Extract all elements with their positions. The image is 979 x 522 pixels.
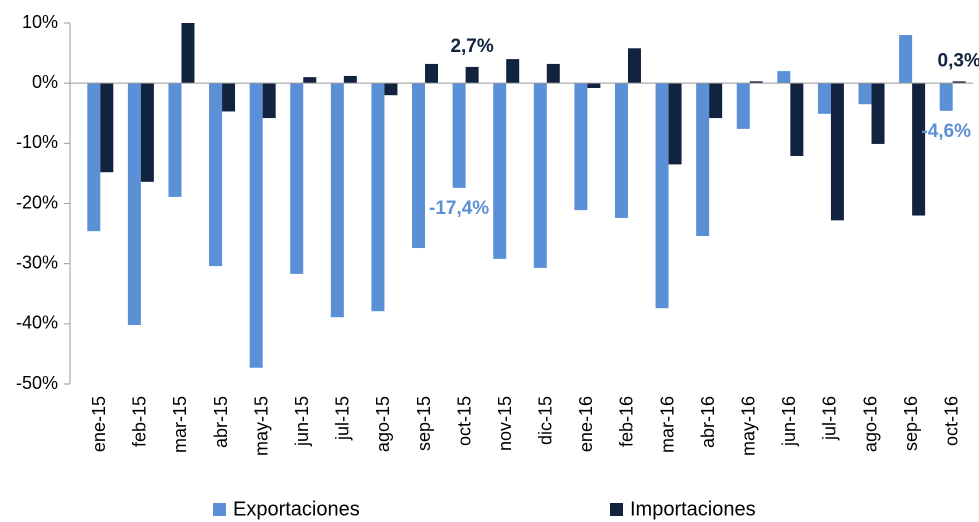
- bar: [790, 83, 804, 156]
- y-tick-label: -10%: [16, 132, 58, 152]
- x-tick-label: ene-16: [576, 396, 596, 452]
- x-tick-label: feb-16: [617, 396, 637, 447]
- legend-swatch: [610, 503, 623, 516]
- bar: [140, 83, 154, 182]
- bar: [533, 83, 547, 268]
- bar: [262, 83, 276, 119]
- x-tick-label: ago-16: [860, 396, 880, 452]
- bar: [627, 48, 641, 84]
- bar: [912, 83, 926, 216]
- y-tick-label: 10%: [22, 12, 58, 32]
- bar: [181, 23, 195, 84]
- x-tick-label: oct-15: [454, 396, 474, 446]
- legend-label: Importaciones: [630, 498, 756, 520]
- bar: [330, 83, 344, 318]
- x-tick-label: jul-16: [820, 396, 840, 441]
- x-tick-label: nov-15: [495, 396, 515, 451]
- x-tick-label: jul-15: [333, 396, 353, 441]
- y-tick-label: -50%: [16, 373, 58, 393]
- bar: [100, 83, 114, 173]
- y-tick-label: -20%: [16, 192, 58, 212]
- bar: [817, 83, 831, 114]
- x-tick-label: ago-15: [373, 396, 393, 452]
- bar: [709, 83, 723, 119]
- bar: [493, 83, 507, 259]
- bar: [425, 63, 439, 84]
- x-tick-label: ene-15: [89, 396, 109, 452]
- x-tick-label: mar-15: [170, 396, 190, 453]
- bar: [343, 75, 357, 84]
- bar: [655, 83, 669, 309]
- value-label: 0,3%: [938, 50, 979, 71]
- bar: [587, 83, 601, 88]
- x-tick-label: feb-15: [130, 396, 150, 447]
- x-tick-label: mar-16: [657, 396, 677, 453]
- bar: [858, 83, 872, 105]
- y-tick-label: 0%: [32, 72, 58, 92]
- y-tick-label: -30%: [16, 252, 58, 272]
- x-tick-label: may-15: [251, 396, 271, 456]
- bar: [465, 66, 479, 84]
- bar: [939, 83, 953, 111]
- bar: [209, 83, 223, 267]
- x-tick-label: abr-16: [698, 396, 718, 448]
- x-tick-label: jun-16: [779, 396, 799, 447]
- value-label: -17,4%: [429, 198, 489, 219]
- bar: [249, 83, 263, 368]
- legend-label: Exportaciones: [233, 498, 360, 520]
- bar: [546, 63, 560, 84]
- bar: [668, 83, 682, 165]
- bar: [222, 83, 236, 112]
- x-tick-label: may-16: [739, 396, 759, 456]
- bar: [777, 71, 791, 84]
- bar: [871, 83, 885, 144]
- bar: [303, 77, 317, 84]
- bar: [506, 59, 520, 84]
- bar: [696, 83, 710, 236]
- x-tick-label: sep-15: [414, 396, 434, 451]
- x-tick-label: sep-16: [901, 396, 921, 451]
- bar: [614, 83, 628, 218]
- x-tick-label: jun-15: [292, 396, 312, 447]
- x-tick-label: abr-15: [211, 396, 231, 448]
- bar: [899, 35, 913, 84]
- bar: [127, 83, 141, 326]
- x-tick-label: dic-15: [536, 396, 556, 445]
- bar: [290, 83, 304, 274]
- bar: [736, 83, 750, 129]
- value-label: -4,6%: [921, 121, 971, 142]
- bar: [574, 83, 588, 211]
- bar: [87, 83, 101, 232]
- bar: [452, 83, 466, 188]
- bar: [371, 83, 385, 312]
- bar: [412, 83, 426, 249]
- y-tick-label: -40%: [16, 313, 58, 333]
- bar: [168, 83, 182, 197]
- bar: [384, 83, 398, 96]
- x-tick-label: oct-16: [941, 396, 961, 446]
- value-label: 2,7%: [450, 36, 493, 57]
- bar: [749, 81, 763, 84]
- legend-swatch: [213, 503, 226, 516]
- bar: [952, 81, 966, 84]
- bar: [830, 83, 844, 221]
